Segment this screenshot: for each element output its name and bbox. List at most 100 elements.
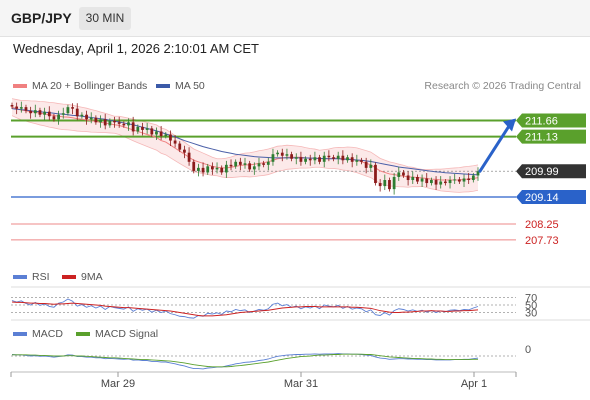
candle-body (453, 179, 457, 181)
candle-body (210, 166, 214, 170)
price-label-209.14: 209.14 (525, 192, 559, 204)
candle-body (85, 114, 88, 120)
price-tag-209.14 (516, 190, 586, 205)
candle-body (99, 119, 102, 123)
candle-body (294, 157, 298, 159)
candle-body (406, 175, 410, 181)
candle-body (89, 117, 93, 120)
candle-body (178, 143, 182, 150)
datetime-label: Wednesday, April 1, 2026 2:10:01 AM CET (13, 41, 259, 56)
candle-body (47, 111, 51, 117)
x-tick-label: Mar 31 (284, 378, 318, 390)
candle-body (425, 178, 429, 184)
candle-body (57, 114, 60, 120)
candle-body (169, 134, 172, 141)
candle-body (360, 160, 363, 162)
candle-body (318, 157, 321, 162)
candle-body (266, 161, 270, 165)
candle-body (206, 166, 210, 173)
macd-zero-label: 0 (525, 344, 531, 356)
bollinger-upper-line (11, 98, 479, 170)
candle-body (187, 152, 191, 162)
legend-9ma-label: 9MA (81, 271, 103, 283)
candle-body (66, 107, 70, 114)
ma50-line (11, 108, 479, 176)
candle-body (145, 128, 149, 130)
candle-body (350, 157, 354, 162)
candle-body (299, 157, 303, 162)
candle-body (150, 128, 154, 135)
candle-body (103, 119, 107, 126)
candle-body (280, 152, 284, 156)
credit-label: Research © 2026 Trading Central (424, 80, 581, 92)
candle-body (94, 117, 98, 123)
candle-body (327, 155, 331, 158)
candle-body (173, 140, 177, 144)
candle-body (122, 123, 126, 126)
x-tick-label: Mar 29 (101, 378, 135, 390)
candle-body (462, 178, 466, 182)
legend-macd-signal-label: MACD Signal (95, 328, 159, 340)
interval-button[interactable]: 30 MIN (79, 7, 131, 30)
candle-body (29, 110, 33, 114)
candle-body (238, 161, 242, 165)
candle-body (374, 164, 377, 184)
candle-body (75, 108, 79, 117)
candle-body (369, 164, 373, 168)
candle-body (355, 160, 359, 162)
bollinger-lower-line (11, 115, 479, 193)
candle-body (336, 155, 340, 159)
legend-macd-signal: MACD Signal (76, 328, 158, 340)
signal-swatch (76, 332, 90, 336)
price-label-208.25: 208.25 (525, 219, 559, 231)
candle-body (224, 164, 228, 173)
candle-body (467, 178, 471, 181)
macd-line (11, 353, 479, 370)
candle-body (402, 172, 405, 176)
candle-body (183, 149, 186, 153)
candle-body (392, 176, 396, 190)
ma50-swatch (156, 84, 170, 88)
candle-body (434, 180, 438, 185)
legend-macd-label: MACD (32, 328, 63, 340)
candle-body (443, 181, 447, 184)
candle-body (322, 155, 326, 162)
candle-body (257, 163, 261, 167)
price-label-211.13: 211.13 (525, 132, 558, 144)
rsi-level-label: 70 (525, 293, 537, 305)
candle-body (271, 154, 275, 162)
candle-body (388, 180, 391, 190)
candle-body (364, 161, 368, 168)
candle-body (341, 155, 345, 161)
candle-body (155, 131, 158, 135)
candle-body (220, 167, 224, 173)
candle-body (243, 163, 247, 165)
candle-body (43, 111, 47, 115)
rsi-level-label: 30 (525, 308, 537, 320)
candle-body (457, 179, 461, 182)
candle-body (285, 154, 289, 156)
candle-body (262, 163, 266, 165)
candle-body (80, 114, 84, 117)
candle-body (113, 120, 116, 123)
candle-body (24, 107, 28, 111)
ma9-swatch (62, 275, 76, 279)
projection-arrow-shaft (478, 123, 512, 173)
candle-body (61, 113, 65, 115)
projection-arrow-head (503, 118, 516, 132)
candle-body (471, 175, 475, 181)
candle-body (290, 154, 293, 159)
candle-body (197, 167, 200, 171)
candle-body (304, 158, 307, 162)
candle-body (192, 161, 196, 171)
price-label-211.66: 211.66 (525, 116, 558, 128)
rsi-line (11, 298, 479, 319)
price-tag-209.99 (516, 164, 586, 179)
candle-body (332, 157, 335, 159)
price-label-207.73: 207.73 (525, 235, 559, 247)
candle-body (276, 152, 280, 155)
ma20-swatch (13, 84, 27, 88)
candle-body (52, 116, 56, 120)
candle-body (215, 167, 219, 170)
legend-macd: MACD (13, 328, 63, 340)
